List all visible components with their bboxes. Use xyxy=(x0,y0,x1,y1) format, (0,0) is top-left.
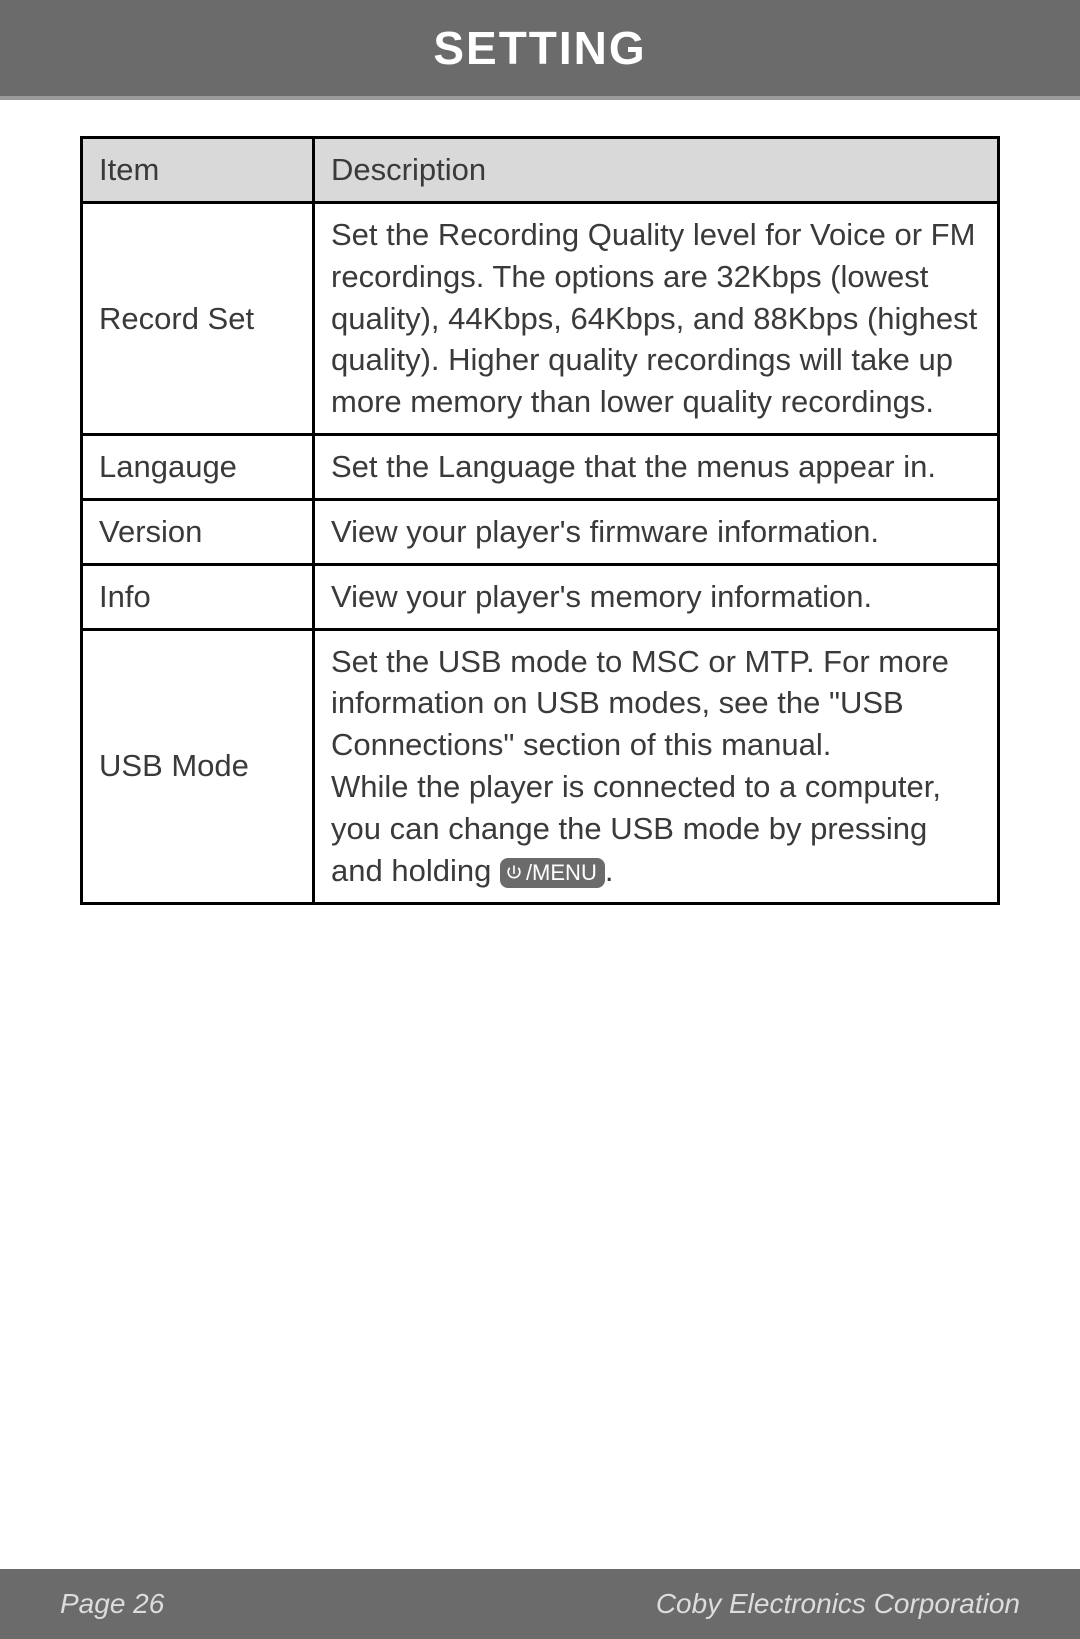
power-menu-button-chip: /MENU xyxy=(500,858,605,888)
page-title: SETTING xyxy=(433,21,646,75)
cell-description: Set the Language that the menus appear i… xyxy=(314,435,999,500)
desc-text-pre: Set the USB mode to MSC or MTP. For more… xyxy=(331,644,949,888)
table-row: Langauge Set the Language that the menus… xyxy=(82,435,999,500)
table-row: Version View your player's firmware info… xyxy=(82,499,999,564)
company-name: Coby Electronics Corporation xyxy=(656,1588,1020,1620)
cell-item: Version xyxy=(82,499,314,564)
cell-description: Set the Recording Quality level for Voic… xyxy=(314,202,999,434)
table-row: Info View your player's memory informati… xyxy=(82,564,999,629)
cell-item: USB Mode xyxy=(82,629,314,903)
content-area: Item Description Record Set Set the Reco… xyxy=(0,100,1080,1569)
cell-item: Info xyxy=(82,564,314,629)
settings-table: Item Description Record Set Set the Reco… xyxy=(80,136,1000,905)
page: SETTING Item Description Record Set Set … xyxy=(0,0,1080,1639)
cell-item: Record Set xyxy=(82,202,314,434)
table-row: Record Set Set the Recording Quality lev… xyxy=(82,202,999,434)
table-header-row: Item Description xyxy=(82,138,999,203)
col-header-description: Description xyxy=(314,138,999,203)
power-icon xyxy=(504,863,524,883)
table-row: USB Mode Set the USB mode to MSC or MTP.… xyxy=(82,629,999,903)
cell-item: Langauge xyxy=(82,435,314,500)
col-header-item: Item xyxy=(82,138,314,203)
cell-description: Set the USB mode to MSC or MTP. For more… xyxy=(314,629,999,903)
cell-description: View your player's memory information. xyxy=(314,564,999,629)
page-number: Page 26 xyxy=(60,1588,164,1620)
header-bar: SETTING xyxy=(0,0,1080,100)
chip-label: /MENU xyxy=(526,858,597,888)
footer-bar: Page 26 Coby Electronics Corporation xyxy=(0,1569,1080,1639)
cell-description: View your player's firmware information. xyxy=(314,499,999,564)
desc-text-post: . xyxy=(605,853,614,888)
